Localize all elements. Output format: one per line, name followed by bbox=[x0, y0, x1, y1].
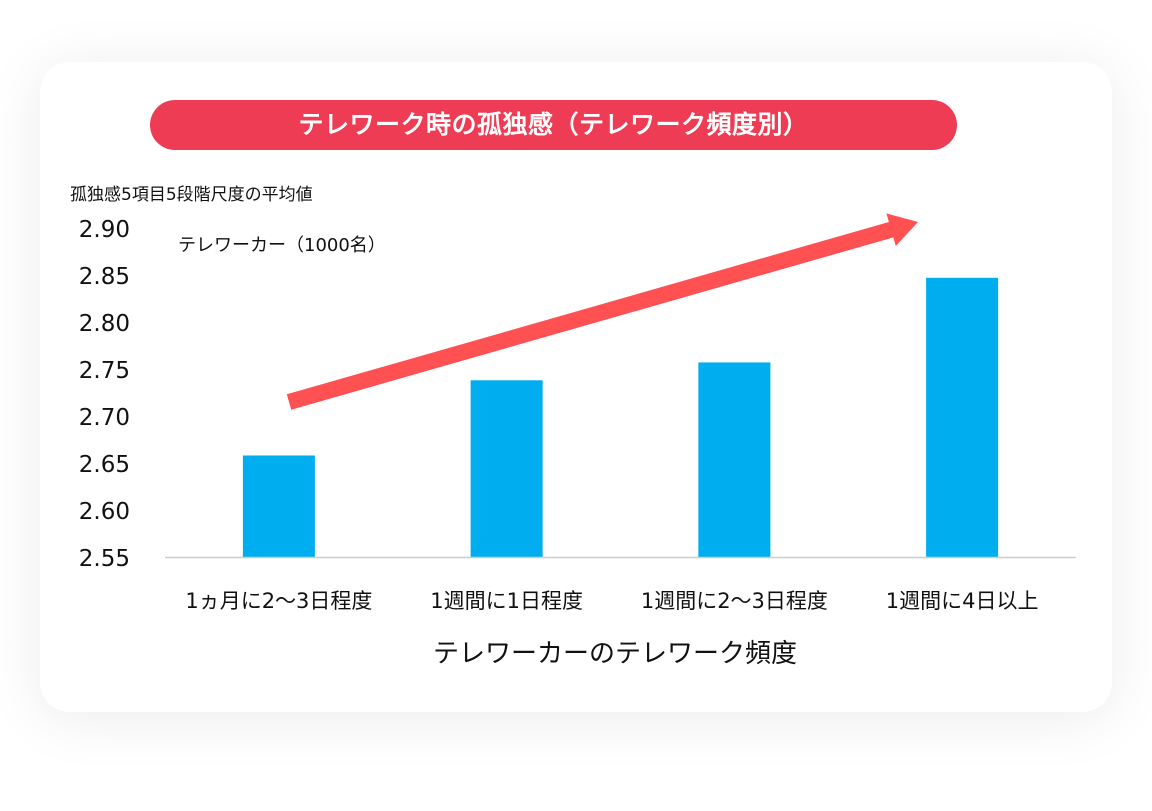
x-axis-title: テレワーカーのテレワーク頻度 bbox=[432, 639, 797, 669]
y-tick-label: 2.70 bbox=[79, 405, 130, 431]
bar bbox=[470, 380, 543, 557]
trend-arrow-icon bbox=[286, 213, 918, 410]
y-tick-label: 2.80 bbox=[79, 311, 130, 337]
x-tick-label: 1週間に2～3日程度 bbox=[641, 589, 828, 613]
x-tick-label: 1ヵ月に2～3日程度 bbox=[185, 589, 372, 613]
y-tick-label: 2.85 bbox=[79, 264, 130, 290]
series-label: テレワーカー（1000名） bbox=[178, 235, 386, 256]
y-tick-label: 2.90 bbox=[79, 217, 130, 243]
x-tick-label: 1週間に1日程度 bbox=[430, 589, 583, 613]
y-tick-label: 2.65 bbox=[79, 452, 130, 478]
x-tick-label: 1週間に4日以上 bbox=[886, 589, 1039, 613]
bar bbox=[926, 277, 999, 557]
chart-title: テレワーク時の孤独感（テレワーク頻度別） bbox=[150, 100, 957, 150]
y-tick-label: 2.75 bbox=[79, 358, 130, 384]
y-tick-label: 2.60 bbox=[79, 499, 130, 525]
bar bbox=[698, 362, 771, 557]
y-tick-label: 2.55 bbox=[79, 546, 130, 572]
y-axis-title: 孤独感5項目5段階尺度の平均値 bbox=[70, 185, 313, 205]
bar bbox=[242, 455, 315, 557]
